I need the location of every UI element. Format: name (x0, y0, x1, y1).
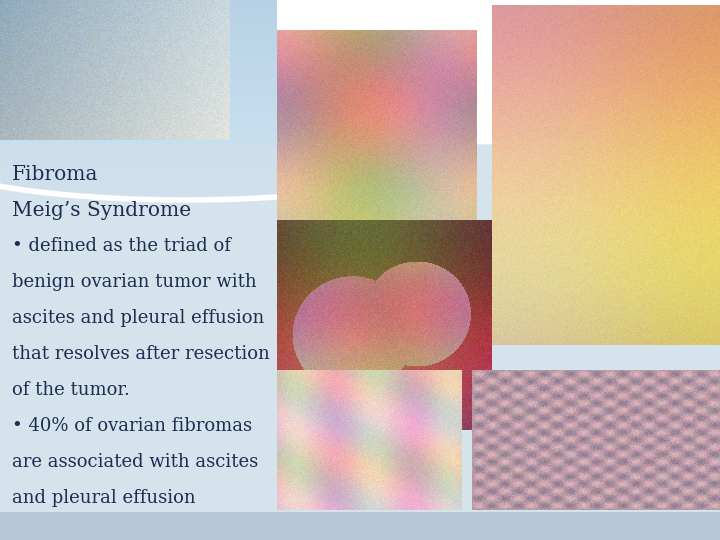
Text: Meig’s Syndrome: Meig’s Syndrome (12, 201, 191, 220)
Text: benign ovarian tumor with: benign ovarian tumor with (12, 273, 256, 291)
Text: and pleural effusion: and pleural effusion (12, 489, 196, 507)
Text: are associated with ascites: are associated with ascites (12, 453, 258, 471)
Bar (277, 0, 720, 540)
Text: Z: Z (347, 163, 458, 312)
Bar (0, 512, 720, 540)
Text: ascites and pleural effusion: ascites and pleural effusion (12, 309, 264, 327)
Text: Fibroma: Fibroma (12, 165, 99, 184)
Polygon shape (0, 145, 720, 540)
Text: that resolves after resection: that resolves after resection (12, 345, 270, 363)
Text: • 40% of ovarian fibromas: • 40% of ovarian fibromas (12, 417, 252, 435)
Text: of the tumor.: of the tumor. (12, 381, 130, 399)
Text: • defined as the triad of: • defined as the triad of (12, 237, 231, 255)
